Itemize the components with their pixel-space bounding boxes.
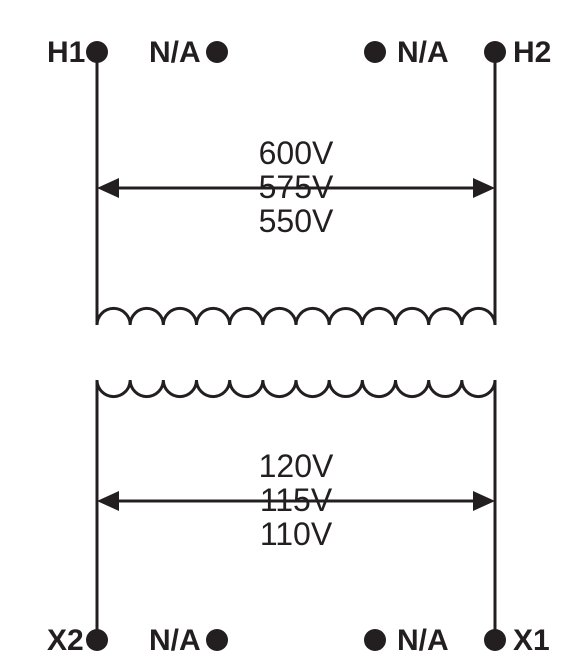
terminal-label-H2: H2 (513, 36, 551, 69)
terminal-label-NA-bot-left: N/A (149, 624, 201, 657)
primary-voltage-1: 575V (259, 169, 334, 205)
terminal-label-NA-top-left: N/A (149, 36, 201, 69)
terminal-label-X2: X2 (47, 624, 84, 657)
terminal-NA-bot-left (206, 629, 228, 651)
terminal-H2 (484, 41, 506, 63)
secondary-voltage-0: 120V (259, 448, 334, 484)
terminal-label-H1: H1 (47, 36, 85, 69)
primary-voltage-2: 550V (259, 203, 334, 239)
terminal-NA-top-left (206, 41, 228, 63)
terminal-H1 (86, 41, 108, 63)
secondary-voltage-2: 110V (260, 516, 333, 552)
terminal-label-NA-bot-right: N/A (397, 624, 449, 657)
primary-voltage-0: 600V (259, 135, 334, 171)
background (0, 0, 587, 669)
terminal-X1 (484, 629, 506, 651)
terminal-NA-bot-right (364, 629, 386, 651)
terminal-label-X1: X1 (513, 624, 550, 657)
secondary-voltage-1: 115V (260, 482, 333, 518)
terminal-NA-top-right (364, 41, 386, 63)
terminal-X2 (86, 629, 108, 651)
terminal-label-NA-top-right: N/A (397, 36, 449, 69)
